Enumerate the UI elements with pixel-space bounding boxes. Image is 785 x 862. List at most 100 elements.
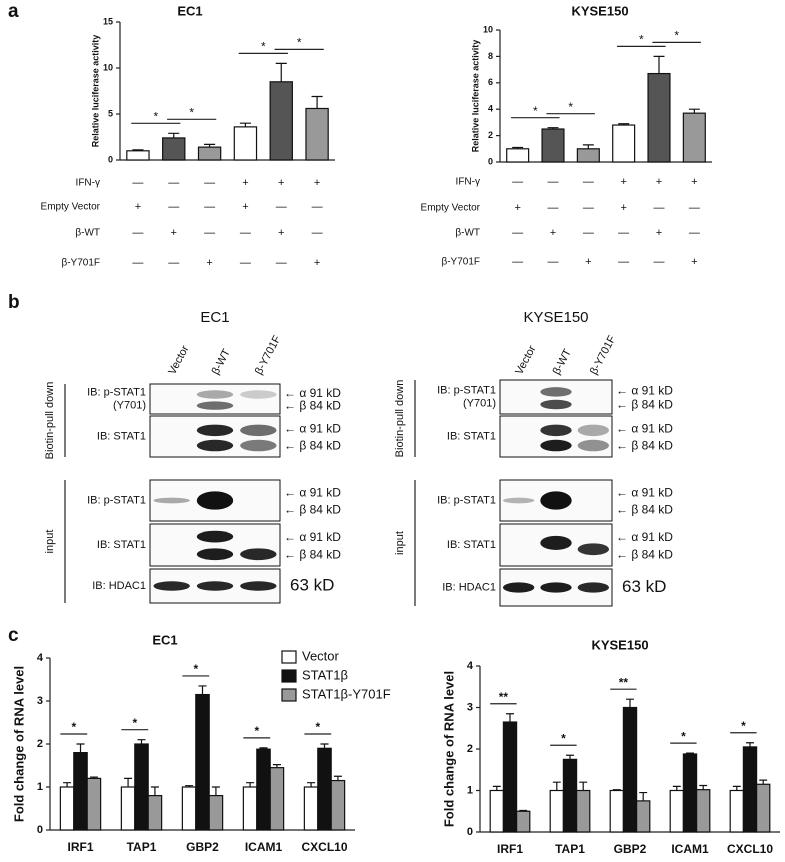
blot-band [540,582,572,593]
significance-label: * [315,720,320,734]
y-axis-label: Fold change of RNA level [441,671,456,827]
condition-sign: — [132,227,143,239]
size-marker: ← β 84 kD [284,547,341,561]
condition-sign: + [691,256,697,268]
group-label: Biotin-pull down [394,380,406,458]
significance-label: * [681,729,686,743]
size-marker: ← α 91 kD [616,530,673,544]
blot-band [196,424,234,437]
error-bar [246,782,255,787]
y-tick-label: 0 [467,826,473,838]
significance-label: * [132,716,137,730]
error-bar [566,754,574,760]
lane-label: Vector [166,343,191,376]
bar [729,789,745,833]
blot-band [502,582,535,593]
size-marker: ← β 84 kD [616,547,673,561]
group-label: input [394,531,406,555]
error-bar [124,777,133,787]
condition-sign: + [656,176,662,188]
blot-band [240,581,277,591]
significance-label: * [193,662,198,676]
significance-label: * [261,40,266,54]
error-bar [626,698,634,708]
blot-band [153,497,190,504]
row-label: IB: p-STAT1 [87,494,146,506]
error-bar [333,775,342,781]
bar [695,789,711,833]
bar [549,789,565,833]
blot-band [577,439,610,452]
panel-label: b [8,292,20,313]
bar [647,72,671,163]
bar [612,124,636,163]
blot-band [153,581,190,591]
y-tick-label: 8 [488,51,493,61]
condition-sign: — [654,202,665,214]
bar [635,800,651,833]
row-label: (Y701) [463,397,496,409]
y-tick-label: 1 [467,784,473,796]
x-tick-label: CXCL10 [727,842,773,856]
error-bar [653,55,665,74]
condition-sign: + [656,227,662,239]
condition-sign: — [132,257,143,269]
significance-label: * [741,719,746,733]
row-label: (Y701) [113,399,146,411]
chart-title: EC1 [152,632,177,647]
condition-sign: — [168,257,179,269]
blot-title: KYSE150 [523,309,588,326]
chart-title: KYSE150 [591,637,648,652]
error-bar [746,742,754,747]
bar [330,779,346,831]
size-marker: ← α 91 kD [284,530,341,544]
legend-label: STAT1β-Y701F [302,686,391,701]
bar [195,693,210,831]
size-marker: ← α 91 kD [284,386,341,400]
size-marker: ← α 91 kD [616,383,673,397]
blot-band [577,424,610,437]
condition-sign: + [242,201,248,213]
panel-label: a [8,1,19,22]
significance-label: * [533,104,538,118]
row-label: IB: p-STAT1 [437,384,496,396]
x-tick-label: IRF1 [67,840,93,854]
blot-band [577,543,610,556]
size-marker: ← β 84 kD [616,503,673,517]
chart-title: KYSE150 [571,3,628,18]
condition-label: IFN-γ [456,177,480,188]
condition-sign: + [314,177,320,189]
condition-sign: — [512,176,523,188]
condition-sign: — [689,227,700,239]
blot-band [240,548,277,561]
condition-label: β-WT [455,228,480,239]
panel-label: c [8,625,19,646]
legend-label: Vector [302,648,340,663]
condition-sign: — [512,227,523,239]
error-bar [320,743,329,749]
significance-label: * [639,33,644,47]
condition-sign: — [654,256,665,268]
blot-band [540,535,572,550]
y-tick-label: 10 [483,24,493,34]
lane-label: β-Y701F [253,333,284,376]
condition-sign: — [312,201,323,213]
x-tick-label: GBP2 [614,842,647,856]
condition-sign: — [168,177,179,189]
condition-sign: — [240,257,251,269]
significance-label: * [568,100,573,114]
error-bar [168,132,180,138]
condition-label: IFN-γ [76,178,100,189]
size-marker: ← β 84 kD [616,439,673,453]
bar [181,786,197,831]
x-tick-label: IRF1 [497,842,523,856]
significance-label: ** [499,690,509,704]
bar [269,81,293,161]
condition-sign: + [135,201,141,213]
row-label: IB: STAT1 [447,539,496,551]
y-tick-label: 1 [37,781,43,793]
legend-label: STAT1β [302,667,348,682]
blot-band [540,491,572,510]
lane-label: Vector [513,343,538,376]
condition-sign: + [171,227,177,239]
